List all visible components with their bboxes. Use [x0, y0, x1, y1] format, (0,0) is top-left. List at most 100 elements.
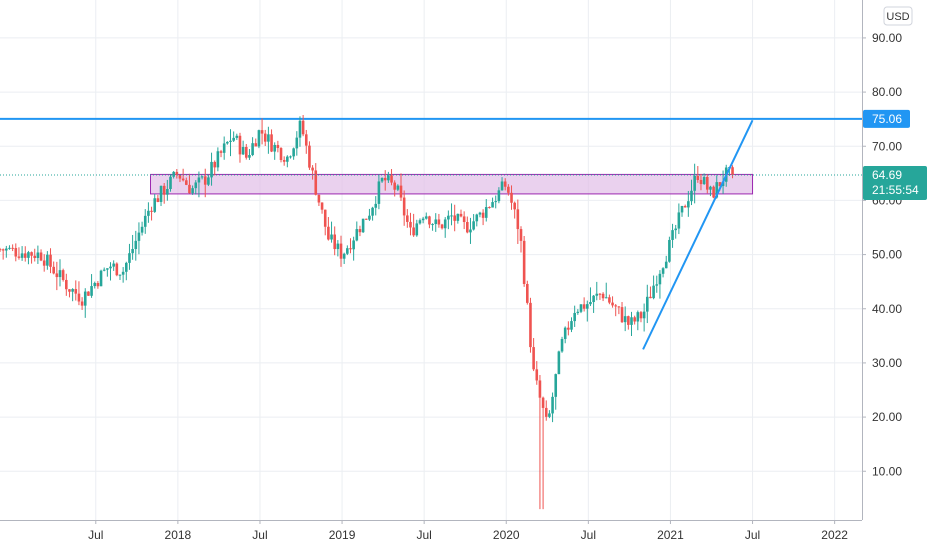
candle-up	[118, 274, 122, 276]
candle-down	[617, 306, 621, 308]
candle-down	[466, 222, 469, 233]
candle-down	[301, 120, 305, 135]
candle-up	[159, 185, 163, 202]
candle-up	[292, 148, 295, 157]
last-price-label: 64.69	[872, 168, 902, 182]
candle-up	[642, 311, 646, 319]
candle-down	[96, 283, 100, 287]
candle-down	[598, 293, 602, 295]
zone-layer	[150, 173, 754, 195]
candle-up	[604, 297, 608, 299]
candle-up	[257, 130, 261, 147]
candle-up	[557, 351, 561, 375]
candle-down	[459, 213, 463, 217]
x-tick-label: Jul	[416, 528, 431, 542]
candle-up	[128, 253, 131, 263]
candle-up	[576, 311, 580, 313]
candle-down	[181, 178, 185, 181]
candle-down	[87, 291, 90, 296]
candle-up	[595, 293, 599, 296]
candle-up	[226, 141, 229, 144]
candle-down	[601, 293, 605, 299]
candle-up	[197, 177, 201, 183]
candle-up	[573, 312, 576, 322]
candle-down	[358, 229, 362, 233]
currency-button[interactable]: USD	[883, 6, 913, 26]
x-tick-label: 2020	[493, 528, 520, 542]
candle-up	[671, 230, 674, 240]
candle-down	[74, 289, 78, 294]
candle-up	[658, 273, 662, 285]
candle-up	[380, 177, 384, 182]
supply-zone-rect	[150, 173, 754, 195]
candle-down	[219, 151, 223, 153]
candle-down	[311, 167, 314, 171]
candle-up	[674, 228, 678, 231]
candle-down	[17, 256, 21, 258]
candle-down	[453, 215, 456, 221]
candle-up	[229, 140, 232, 142]
candle-up	[680, 205, 684, 213]
candle-down	[402, 197, 406, 216]
candle-down	[80, 301, 84, 306]
candle-up	[668, 239, 671, 262]
x-tick-label: 2021	[657, 528, 684, 542]
candle-down	[308, 145, 311, 168]
candle-up	[251, 143, 254, 156]
candle-down	[364, 218, 368, 220]
candle-down	[42, 260, 46, 266]
candle-up	[421, 218, 425, 221]
candle-down	[633, 317, 636, 322]
candle-up	[687, 201, 690, 208]
candle-up	[368, 215, 371, 220]
candle-down	[30, 252, 33, 256]
x-tick-label: Jul	[745, 528, 760, 542]
candle-up	[27, 252, 30, 258]
candle-down	[1, 249, 5, 251]
candle-up	[172, 171, 175, 177]
candle-up	[241, 146, 245, 155]
candle-up	[387, 175, 390, 181]
candle-up	[579, 304, 583, 312]
candle-up	[71, 289, 74, 292]
candle-up	[563, 327, 567, 340]
candle-down	[608, 297, 611, 303]
candle-down	[349, 248, 352, 250]
candle-up	[222, 143, 226, 153]
candle-up	[273, 144, 277, 152]
candle-up	[216, 151, 220, 168]
candle-down	[61, 270, 65, 280]
candle-up	[396, 185, 400, 190]
candle-up	[153, 198, 157, 212]
candle-down	[238, 135, 242, 155]
y-tick-label: 70.00	[872, 139, 902, 153]
candle-down	[52, 266, 55, 274]
candle-down	[541, 397, 545, 408]
countdown-label: 21:55:54	[872, 183, 919, 197]
candle-up	[450, 215, 453, 217]
candle-down	[55, 273, 59, 278]
candle-up	[36, 252, 40, 258]
candle-up	[200, 176, 204, 178]
candle-down	[65, 279, 68, 290]
candle-up	[469, 229, 472, 233]
candle-up	[491, 202, 494, 208]
candle-up	[497, 190, 501, 202]
candle-down	[23, 253, 27, 258]
candle-up	[592, 295, 595, 303]
candle-down	[270, 134, 273, 152]
candle-up	[709, 186, 712, 190]
candle-down	[188, 184, 191, 194]
candle-up	[472, 221, 475, 230]
axes: 10.0020.0030.0040.0050.0060.0070.0080.00…	[0, 0, 902, 542]
candle-up	[232, 137, 235, 141]
candle-up	[630, 317, 633, 325]
candle-up	[374, 203, 378, 208]
candle-down	[39, 252, 43, 261]
candle-up	[330, 234, 333, 240]
candle-up	[431, 224, 434, 226]
candle-up	[371, 207, 374, 216]
candle-down	[203, 176, 207, 185]
